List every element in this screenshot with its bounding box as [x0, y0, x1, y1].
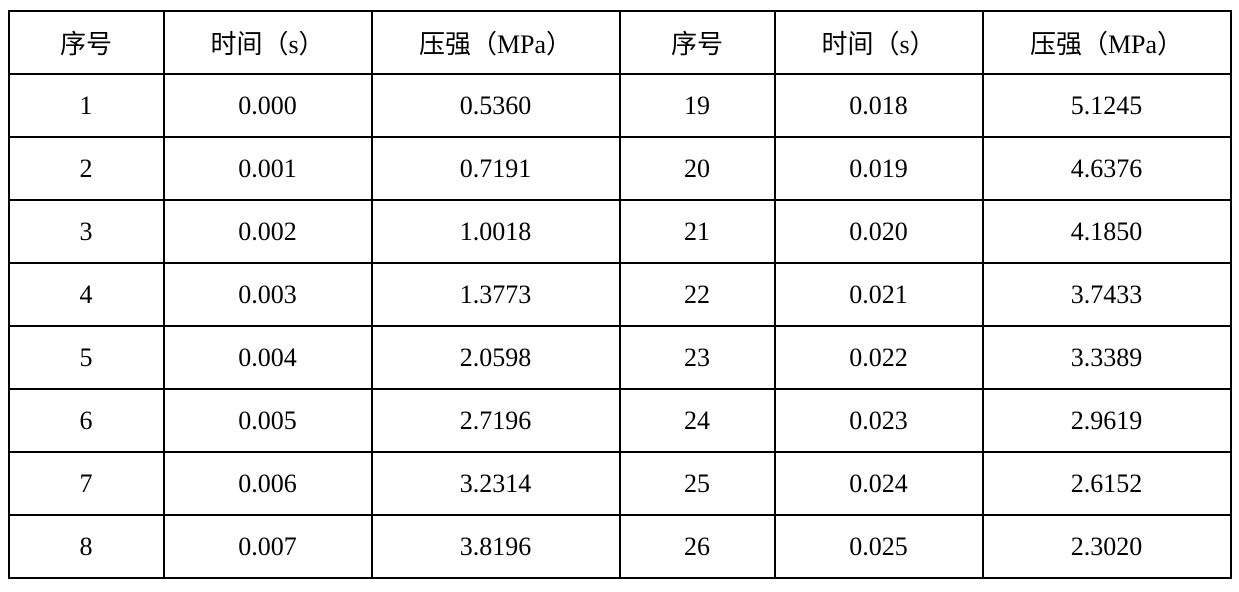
cell-seq2: 24 [620, 389, 775, 452]
cell-pressure1: 3.8196 [372, 515, 620, 578]
table-row: 3 0.002 1.0018 21 0.020 4.1850 [9, 200, 1231, 263]
header-pressure1: 压强（MPa） [372, 11, 620, 74]
cell-time2: 0.024 [775, 452, 983, 515]
cell-pressure2: 3.7433 [983, 263, 1231, 326]
cell-seq1: 2 [9, 137, 164, 200]
table-row: 2 0.001 0.7191 20 0.019 4.6376 [9, 137, 1231, 200]
data-table: 序号 时间（s） 压强（MPa） 序号 时间（s） 压强（MPa） 1 0.00… [8, 10, 1232, 579]
table-row: 8 0.007 3.8196 26 0.025 2.3020 [9, 515, 1231, 578]
cell-pressure1: 0.5360 [372, 74, 620, 137]
cell-time2: 0.020 [775, 200, 983, 263]
cell-time2: 0.022 [775, 326, 983, 389]
cell-time2: 0.025 [775, 515, 983, 578]
cell-time1: 0.007 [164, 515, 372, 578]
cell-seq2: 23 [620, 326, 775, 389]
cell-seq2: 19 [620, 74, 775, 137]
cell-time1: 0.002 [164, 200, 372, 263]
table-row: 1 0.000 0.5360 19 0.018 5.1245 [9, 74, 1231, 137]
table-header-row: 序号 时间（s） 压强（MPa） 序号 时间（s） 压强（MPa） [9, 11, 1231, 74]
table-row: 7 0.006 3.2314 25 0.024 2.6152 [9, 452, 1231, 515]
cell-seq1: 5 [9, 326, 164, 389]
table-row: 5 0.004 2.0598 23 0.022 3.3389 [9, 326, 1231, 389]
cell-time1: 0.005 [164, 389, 372, 452]
cell-pressure2: 3.3389 [983, 326, 1231, 389]
cell-seq1: 8 [9, 515, 164, 578]
cell-pressure2: 4.1850 [983, 200, 1231, 263]
cell-pressure2: 5.1245 [983, 74, 1231, 137]
cell-time1: 0.004 [164, 326, 372, 389]
cell-seq1: 3 [9, 200, 164, 263]
cell-pressure2: 2.6152 [983, 452, 1231, 515]
cell-time1: 0.000 [164, 74, 372, 137]
cell-seq2: 25 [620, 452, 775, 515]
cell-pressure1: 3.2314 [372, 452, 620, 515]
cell-seq2: 22 [620, 263, 775, 326]
cell-time1: 0.001 [164, 137, 372, 200]
cell-time2: 0.018 [775, 74, 983, 137]
cell-seq1: 1 [9, 74, 164, 137]
cell-seq2: 26 [620, 515, 775, 578]
cell-time2: 0.023 [775, 389, 983, 452]
cell-seq2: 21 [620, 200, 775, 263]
cell-pressure1: 2.0598 [372, 326, 620, 389]
cell-time1: 0.006 [164, 452, 372, 515]
header-time2: 时间（s） [775, 11, 983, 74]
header-pressure2: 压强（MPa） [983, 11, 1231, 74]
cell-pressure2: 2.3020 [983, 515, 1231, 578]
cell-pressure2: 4.6376 [983, 137, 1231, 200]
header-seq1: 序号 [9, 11, 164, 74]
table-row: 6 0.005 2.7196 24 0.023 2.9619 [9, 389, 1231, 452]
cell-time1: 0.003 [164, 263, 372, 326]
cell-time2: 0.019 [775, 137, 983, 200]
cell-time2: 0.021 [775, 263, 983, 326]
cell-pressure1: 0.7191 [372, 137, 620, 200]
cell-pressure1: 1.3773 [372, 263, 620, 326]
table-row: 4 0.003 1.3773 22 0.021 3.7433 [9, 263, 1231, 326]
cell-pressure2: 2.9619 [983, 389, 1231, 452]
cell-pressure1: 2.7196 [372, 389, 620, 452]
cell-seq1: 7 [9, 452, 164, 515]
header-time1: 时间（s） [164, 11, 372, 74]
cell-seq1: 6 [9, 389, 164, 452]
cell-seq2: 20 [620, 137, 775, 200]
cell-pressure1: 1.0018 [372, 200, 620, 263]
header-seq2: 序号 [620, 11, 775, 74]
cell-seq1: 4 [9, 263, 164, 326]
